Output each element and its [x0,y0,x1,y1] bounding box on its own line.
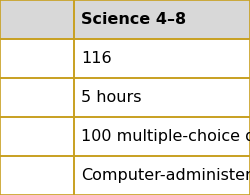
Bar [0,0,74,39]
Text: Science 4–8: Science 4–8 [81,12,186,27]
Bar [74,39,250,78]
Bar [0,156,74,195]
Bar [0,39,74,78]
Bar [74,78,250,117]
Bar [74,156,250,195]
Bar [0,78,74,117]
Text: 116: 116 [81,51,112,66]
Text: 5 hours: 5 hours [81,90,142,105]
Bar [74,117,250,156]
Text: Computer-administere: Computer-administere [81,168,250,183]
Text: 100 multiple-choice q: 100 multiple-choice q [81,129,250,144]
Bar [74,0,250,39]
Bar [0,117,74,156]
